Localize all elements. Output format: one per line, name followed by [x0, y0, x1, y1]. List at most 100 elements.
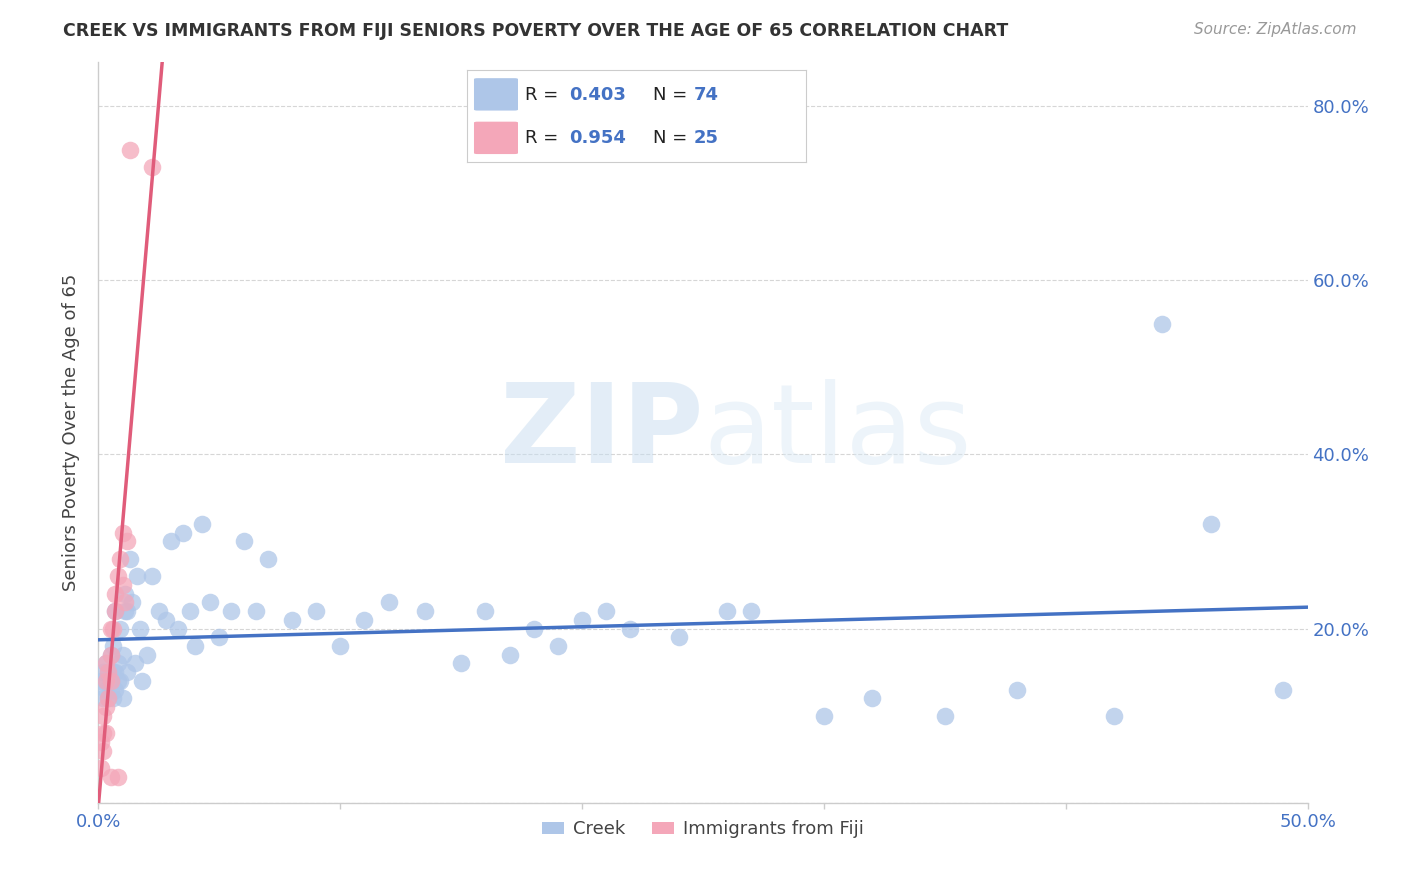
Point	[108, 622, 131, 636]
Point	[94, 673, 117, 688]
Point	[131, 673, 153, 688]
Point	[595, 604, 617, 618]
Text: ZIP: ZIP	[499, 379, 703, 486]
Point	[232, 534, 254, 549]
Point	[91, 665, 114, 680]
Point	[94, 700, 117, 714]
Point	[256, 552, 278, 566]
Point	[104, 587, 127, 601]
Point	[860, 691, 883, 706]
Point	[94, 657, 117, 671]
Point	[281, 613, 304, 627]
Point	[377, 595, 399, 609]
Point	[124, 657, 146, 671]
Point	[107, 569, 129, 583]
Point	[111, 525, 134, 540]
Point	[135, 648, 157, 662]
Point	[90, 673, 112, 688]
Point	[450, 657, 472, 671]
Point	[100, 673, 122, 688]
Point	[127, 569, 149, 583]
Point	[148, 604, 170, 618]
Point	[104, 665, 127, 680]
Point	[1199, 517, 1222, 532]
Point	[114, 595, 136, 609]
Point	[208, 630, 231, 644]
Text: CREEK VS IMMIGRANTS FROM FIJI SENIORS POVERTY OVER THE AGE OF 65 CORRELATION CHA: CREEK VS IMMIGRANTS FROM FIJI SENIORS PO…	[63, 22, 1008, 40]
Point	[1007, 682, 1029, 697]
Text: atlas: atlas	[703, 379, 972, 486]
Point	[104, 682, 127, 697]
Point	[716, 604, 738, 618]
Point	[91, 691, 114, 706]
Point	[221, 604, 243, 618]
Point	[104, 604, 127, 618]
Point	[141, 160, 163, 174]
Point	[94, 726, 117, 740]
Point	[91, 708, 114, 723]
Point	[101, 622, 124, 636]
Y-axis label: Seniors Poverty Over the Age of 65: Seniors Poverty Over the Age of 65	[62, 274, 80, 591]
Point	[353, 613, 375, 627]
Point	[117, 534, 139, 549]
Point	[91, 743, 114, 757]
Point	[108, 673, 131, 688]
Point	[1272, 682, 1295, 697]
Point	[121, 595, 143, 609]
Point	[172, 525, 194, 540]
Point	[97, 665, 120, 680]
Point	[97, 691, 120, 706]
Point	[141, 569, 163, 583]
Point	[111, 691, 134, 706]
Point	[1152, 317, 1174, 331]
Point	[114, 604, 136, 618]
Point	[934, 708, 956, 723]
Point	[100, 622, 122, 636]
Point	[167, 622, 190, 636]
Point	[104, 604, 127, 618]
Point	[571, 613, 593, 627]
Point	[94, 673, 117, 688]
Point	[184, 639, 207, 653]
Point	[100, 770, 122, 784]
Point	[1102, 708, 1125, 723]
Point	[107, 657, 129, 671]
Point	[474, 604, 496, 618]
Point	[100, 648, 122, 662]
Point	[155, 613, 177, 627]
Legend: Creek, Immigrants from Fiji: Creek, Immigrants from Fiji	[534, 814, 872, 846]
Point	[305, 604, 328, 618]
Point	[668, 630, 690, 644]
Point	[118, 552, 141, 566]
Point	[111, 648, 134, 662]
Point	[101, 665, 124, 680]
Point	[191, 517, 214, 532]
Point	[94, 657, 117, 671]
Point	[179, 604, 201, 618]
Point	[90, 761, 112, 775]
Point	[547, 639, 569, 653]
Point	[117, 604, 139, 618]
Point	[114, 587, 136, 601]
Text: Source: ZipAtlas.com: Source: ZipAtlas.com	[1194, 22, 1357, 37]
Point	[118, 143, 141, 157]
Point	[100, 682, 122, 697]
Point	[198, 595, 221, 609]
Point	[97, 691, 120, 706]
Point	[94, 682, 117, 697]
Point	[107, 673, 129, 688]
Point	[100, 648, 122, 662]
Point	[498, 648, 520, 662]
Point	[111, 578, 134, 592]
Point	[813, 708, 835, 723]
Point	[91, 726, 114, 740]
Point	[97, 665, 120, 680]
Point	[128, 622, 150, 636]
Point	[329, 639, 352, 653]
Point	[413, 604, 436, 618]
Point	[108, 552, 131, 566]
Point	[160, 534, 183, 549]
Point	[619, 622, 641, 636]
Point	[245, 604, 267, 618]
Point	[523, 622, 546, 636]
